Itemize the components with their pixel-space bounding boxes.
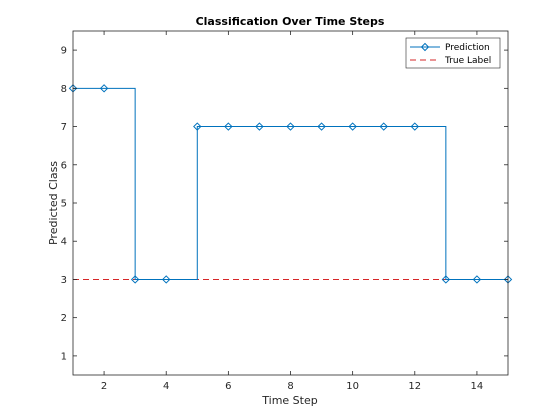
x-tick-label: 6 xyxy=(225,381,231,392)
x-tick-label: 10 xyxy=(346,381,359,392)
prediction-point xyxy=(348,122,357,131)
x-tick-label: 4 xyxy=(163,381,169,392)
x-tick-label: 12 xyxy=(408,381,421,392)
x-tick-label: 2 xyxy=(101,381,107,392)
prediction-point xyxy=(224,122,233,131)
prediction-point xyxy=(410,122,419,131)
x-tick-label: 8 xyxy=(287,381,293,392)
plot-area xyxy=(73,31,508,375)
prediction-point xyxy=(255,122,264,131)
prediction-point xyxy=(286,122,295,131)
x-tick-label: 14 xyxy=(471,381,484,392)
y-tick-label: 4 xyxy=(61,237,67,248)
prediction-point xyxy=(193,122,202,131)
legend-box xyxy=(405,37,501,69)
prediction-point xyxy=(162,275,171,284)
legend-prediction-label: Prediction xyxy=(445,43,490,53)
y-tick-label: 8 xyxy=(61,84,67,95)
prediction-point xyxy=(441,275,451,284)
chart-marks xyxy=(68,84,513,284)
prediction-line xyxy=(73,87,508,280)
prediction-point xyxy=(99,84,109,93)
legend-prediction-marker xyxy=(420,42,430,52)
y-axis-label: Predicted Class xyxy=(47,161,60,245)
y-tick-label: 7 xyxy=(61,122,67,133)
prediction-point xyxy=(317,122,326,131)
legend-true-label-label: True Label xyxy=(444,56,491,66)
y-tick-label: 5 xyxy=(61,199,67,210)
prediction-point xyxy=(130,275,140,284)
y-tick-label: 9 xyxy=(61,46,67,57)
y-tick-label: 1 xyxy=(61,351,67,362)
legend: Prediction True Label xyxy=(405,37,501,69)
y-tick-label: 3 xyxy=(61,275,67,286)
x-axis-label: Time Step xyxy=(261,394,317,407)
chart-title: Classification Over Time Steps xyxy=(196,15,385,28)
prediction-point xyxy=(379,122,388,131)
y-tick-label: 2 xyxy=(61,313,67,324)
y-tick-label: 6 xyxy=(61,160,67,171)
prediction-point xyxy=(472,275,482,284)
